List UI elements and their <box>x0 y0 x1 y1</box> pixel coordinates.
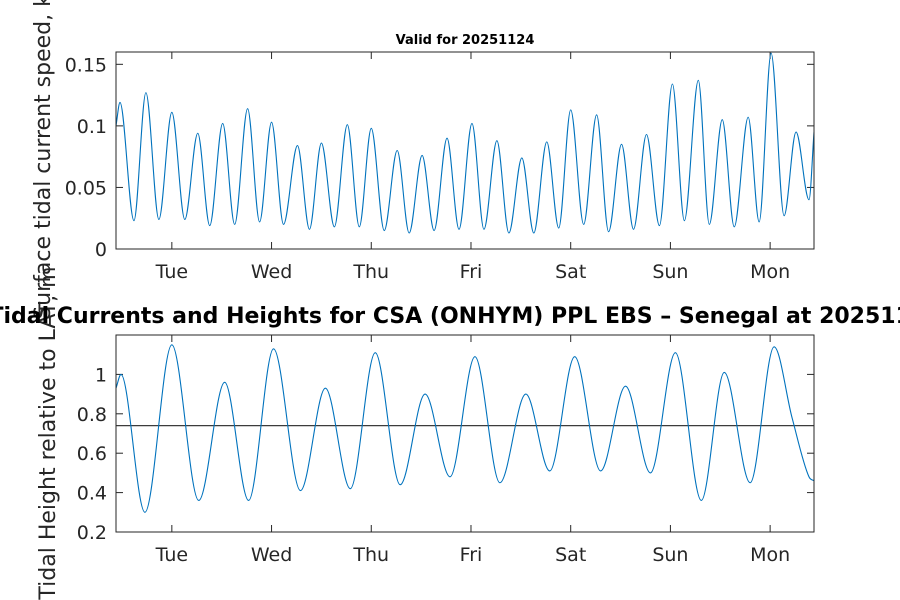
speed-x-tick-label: Sat <box>555 261 586 283</box>
speed-series-line <box>115 52 815 234</box>
height-y-tick-label: 0.2 <box>77 522 107 544</box>
speed-y-tick-label: 0 <box>95 239 107 261</box>
height-axis-ticks: Tue Wed Thu Fri Sat Sun Mon 0.2 0.4 0.6 0.8 1 <box>77 335 814 566</box>
speed-panel: Valid for 20251124 Surface tidal current… <box>31 0 815 320</box>
speed-y-tick-label: 0.05 <box>65 177 107 199</box>
height-series-line <box>115 344 815 513</box>
height-x-tick-label: Thu <box>352 544 389 566</box>
speed-x-tick-label: Sun <box>652 261 688 283</box>
height-y-tick-label: 1 <box>95 364 107 386</box>
speed-x-tick-label: Fri <box>460 261 483 283</box>
height-y-tick-label: 0.6 <box>77 443 107 465</box>
speed-x-tick-label: Tue <box>155 261 188 283</box>
speed-chart-title: Valid for 20251124 <box>396 33 535 48</box>
height-x-tick-label: Wed <box>251 544 292 566</box>
speed-x-tick-label: Mon <box>750 261 790 283</box>
speed-x-tick-label: Thu <box>352 261 389 283</box>
speed-y-tick-label: 0.15 <box>65 54 107 76</box>
speed-y-tick-label: 0.1 <box>77 116 107 138</box>
height-x-tick-label: Sat <box>555 544 586 566</box>
height-plot-frame <box>115 334 815 533</box>
speed-y-axis-label: Surface tidal current speed, kn <box>31 0 56 320</box>
height-y-tick-label: 0.8 <box>77 404 107 426</box>
height-y-tick-label: 0.4 <box>77 483 107 505</box>
height-x-tick-label: Fri <box>460 544 483 566</box>
speed-axis-ticks: Tue Wed Thu Fri Sat Sun Mon 0 0.05 0.1 0.15 <box>65 52 814 283</box>
height-panel: Tidal Height relative to LAT, m Tue Wed Th… <box>0 266 900 600</box>
speed-plot-frame <box>115 51 815 250</box>
height-x-tick-label: Mon <box>750 544 790 566</box>
speed-x-tick-label: Wed <box>251 261 292 283</box>
height-x-tick-label: Sun <box>652 544 688 566</box>
height-plot-background <box>116 335 814 532</box>
height-x-tick-label: Tue <box>155 544 188 566</box>
height-y-axis-label: Tidal Height relative to LAT, m <box>36 266 61 600</box>
height-chart-title: Tidal Currents and Heights for CSA (ONHY… <box>0 304 900 329</box>
speed-plot-background <box>116 52 814 249</box>
